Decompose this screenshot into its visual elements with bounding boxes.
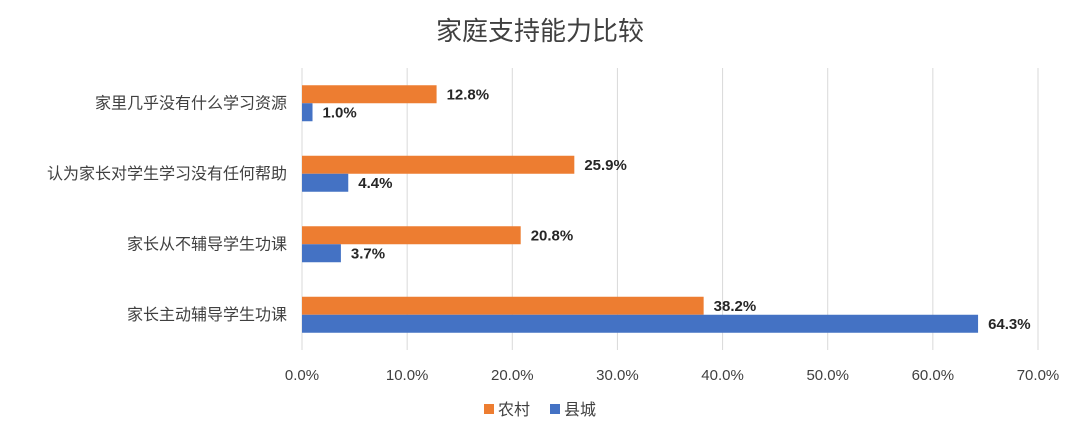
x-tick-label: 0.0%	[285, 367, 319, 384]
data-label: 64.3%	[988, 316, 1031, 333]
data-label: 3.7%	[351, 245, 385, 262]
data-label: 38.2%	[714, 298, 757, 315]
legend-label-county: 县城	[564, 400, 596, 419]
data-label: 1.0%	[323, 104, 357, 121]
bars-layer	[302, 85, 979, 333]
category-label: 家里几乎没有什么学习资源	[95, 93, 287, 112]
bar-rural	[302, 155, 575, 174]
x-tick-label: 30.0%	[596, 367, 639, 384]
bar-rural	[302, 85, 437, 104]
chart-title: 家庭支持能力比较	[436, 17, 644, 47]
data-label: 4.4%	[358, 175, 392, 192]
category-label: 家长主动辅导学生功课	[127, 305, 287, 324]
x-tick-label: 20.0%	[491, 367, 534, 384]
x-tick-label: 10.0%	[386, 367, 429, 384]
data-label: 12.8%	[447, 86, 490, 103]
legend: 农村 县城	[484, 400, 596, 419]
x-tick-label: 50.0%	[806, 367, 849, 384]
bar-rural	[302, 296, 704, 315]
bar-county	[302, 314, 979, 333]
legend-label-rural: 农村	[498, 400, 530, 419]
data-label: 20.8%	[531, 227, 574, 244]
bar-county	[302, 103, 313, 122]
bar-county	[302, 173, 349, 192]
x-tick-label: 40.0%	[701, 367, 744, 384]
category-label: 认为家长对学生学习没有任何帮助	[47, 164, 287, 183]
bar-county	[302, 244, 341, 263]
grid-layer: 0.0% 10.0% 20.0% 30.0% 40.0% 50.0% 60.0% 70.0%	[285, 68, 1059, 384]
labels-layer: 家里几乎没有什么学习资源 12.8% 1.0% 认为家长对学生学习没有任何帮助 25.9…	[47, 86, 1031, 333]
bar-rural	[302, 226, 521, 245]
data-label: 25.9%	[584, 157, 627, 174]
x-tick-label: 70.0%	[1017, 367, 1060, 384]
category-label: 家长从不辅导学生功课	[127, 234, 287, 253]
legend-swatch-rural	[484, 404, 494, 414]
x-tick-label: 60.0%	[912, 367, 955, 384]
legend-swatch-county	[550, 404, 560, 414]
